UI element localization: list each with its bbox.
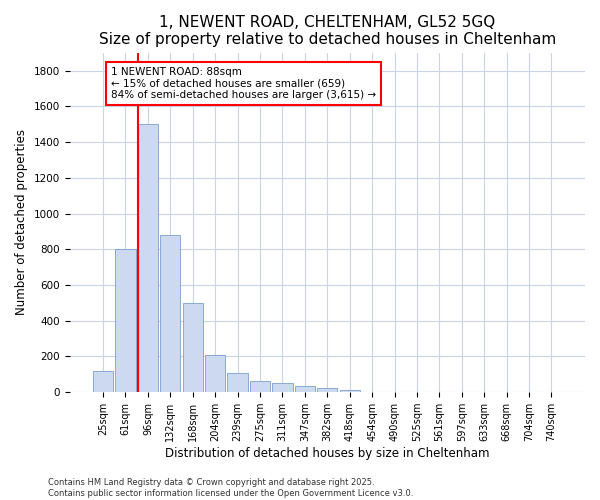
X-axis label: Distribution of detached houses by size in Cheltenham: Distribution of detached houses by size … — [165, 447, 490, 460]
Bar — [317, 388, 337, 392]
Bar — [205, 354, 225, 392]
Text: 1 NEWENT ROAD: 88sqm
← 15% of detached houses are smaller (659)
84% of semi-deta: 1 NEWENT ROAD: 88sqm ← 15% of detached h… — [111, 67, 376, 100]
Bar — [182, 303, 203, 392]
Text: Contains HM Land Registry data © Crown copyright and database right 2025.
Contai: Contains HM Land Registry data © Crown c… — [48, 478, 413, 498]
Title: 1, NEWENT ROAD, CHELTENHAM, GL52 5GQ
Size of property relative to detached house: 1, NEWENT ROAD, CHELTENHAM, GL52 5GQ Siz… — [98, 15, 556, 48]
Bar — [138, 124, 158, 392]
Y-axis label: Number of detached properties: Number of detached properties — [15, 130, 28, 316]
Bar — [250, 380, 270, 392]
Bar — [272, 384, 293, 392]
Bar — [227, 372, 248, 392]
Bar — [160, 235, 181, 392]
Bar — [115, 250, 136, 392]
Bar — [295, 386, 315, 392]
Bar — [340, 390, 360, 392]
Bar — [93, 371, 113, 392]
